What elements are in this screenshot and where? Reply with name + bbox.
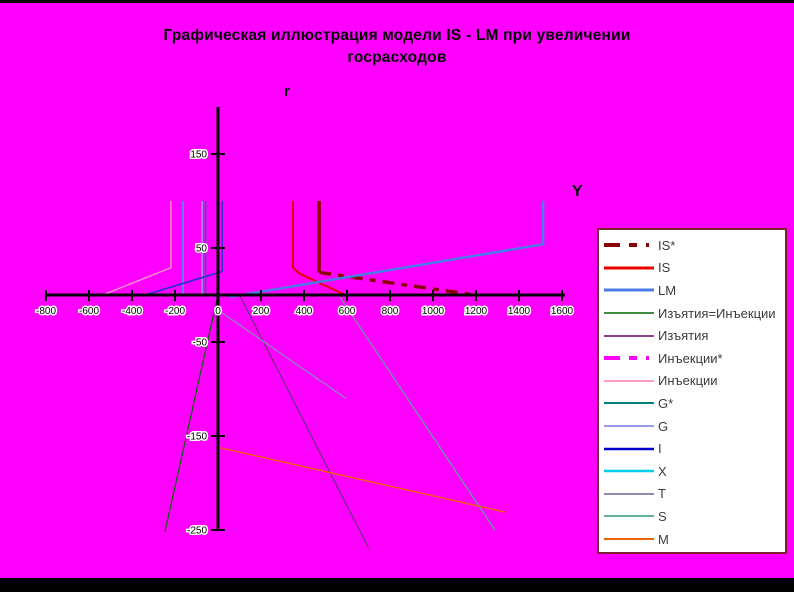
x-tick-label: -800 — [36, 306, 56, 317]
legend-item-leakages: Изъятия — [603, 324, 785, 347]
x-axis-label: Y — [572, 183, 583, 200]
legend-item-g-star: G* — [603, 392, 785, 415]
y-tick-label-halo: -50 — [193, 338, 208, 349]
series-lm — [229, 201, 545, 299]
series-s — [339, 296, 496, 531]
legend-item-lm: LM — [603, 279, 785, 302]
x-tick-label-halo: 1600 — [551, 306, 574, 317]
x-tick-label-halo: -800 — [36, 306, 56, 317]
legend-swatch-g — [604, 425, 654, 428]
legend-label-injections-star: Инъекции* — [658, 350, 723, 366]
legend-item-t: T — [603, 483, 785, 506]
x-tick-label: 0 — [215, 306, 221, 317]
x-tick-label: -400 — [122, 306, 142, 317]
y-tick-label-halo: -250 — [187, 526, 207, 537]
chart-title-line1: Графическая иллюстрация модели IS - LM п… — [163, 27, 631, 44]
series-injections — [104, 201, 172, 295]
series-is-star — [318, 270, 476, 297]
x-tick-label-halo: 1200 — [465, 306, 488, 317]
x-tick-label-halo: 400 — [296, 306, 313, 317]
legend-label-lm: LM — [658, 282, 677, 298]
y-tick-label-halo: 50 — [196, 244, 208, 255]
x-tick-label-halo: 0 — [215, 306, 221, 317]
legend-item-is: IS — [603, 257, 785, 280]
x-tick-label: 1000 — [422, 306, 445, 317]
series-leakages — [238, 294, 370, 549]
legend-label-i: I — [658, 441, 662, 457]
legend-swatch-is — [604, 266, 654, 270]
legend-swatch-i — [604, 447, 654, 450]
legend-item-s: S — [603, 505, 785, 528]
legend-item-g: G — [603, 415, 785, 438]
x-tick-label: -200 — [165, 306, 185, 317]
legend-item-i: I — [603, 437, 785, 460]
chart-title-line2: госрасходов — [347, 49, 447, 66]
legend-label-m: M — [658, 531, 669, 547]
legend-swatch-injections-star — [604, 356, 654, 361]
series-leakages-injections — [164, 294, 219, 533]
legend-swatch-x — [604, 469, 654, 473]
legend-swatch-g-star — [604, 402, 654, 405]
series-m — [217, 446, 506, 513]
legend-item-leakages-injections: Изъятия=Инъекции — [603, 302, 785, 325]
legend-label-leakages-injections: Изъятия=Инъекции — [658, 305, 776, 321]
chart-title: Графическая иллюстрация модели IS - LM п… — [0, 25, 794, 69]
x-tick-label: 200 — [253, 306, 270, 317]
y-tick-label: -50 — [193, 338, 208, 349]
x-tick-label-halo: -200 — [165, 306, 185, 317]
series-is — [292, 201, 348, 297]
series-i — [144, 201, 223, 296]
legend-swatch-leakages-injections — [604, 312, 654, 314]
x-tick-label: 800 — [382, 306, 399, 317]
x-tick-label: 1400 — [508, 306, 531, 317]
series-t — [221, 312, 347, 399]
legend-swatch-m — [604, 538, 654, 541]
y-axis-label: r — [284, 83, 290, 100]
legend-item-injections: Инъекции — [603, 370, 785, 393]
x-tick-label-halo: 1000 — [422, 306, 445, 317]
legend-label-is: IS — [658, 260, 671, 276]
x-tick-label: 1200 — [465, 306, 488, 317]
legend-label-g: G — [658, 418, 669, 434]
legend-swatch-is-star — [604, 243, 654, 248]
bottom-border — [0, 578, 794, 592]
legend-swatch-injections — [604, 379, 654, 382]
legend-item-x: X — [603, 460, 785, 483]
legend-label-g-star: G* — [658, 395, 674, 411]
x-tick-label-halo: 800 — [382, 306, 399, 317]
x-tick-label: 1600 — [551, 306, 574, 317]
top-border — [0, 0, 794, 3]
legend-swatch-s — [604, 515, 654, 518]
y-tick-label: 50 — [196, 244, 208, 255]
legend-label-injections: Инъекции — [658, 373, 718, 389]
x-tick-label: -600 — [79, 306, 99, 317]
x-tick-label-halo: -400 — [122, 306, 142, 317]
x-tick-label-halo: 200 — [253, 306, 270, 317]
legend-swatch-t — [604, 493, 654, 495]
legend-label-is-star: IS* — [658, 237, 676, 253]
legend-swatch-lm — [604, 288, 654, 292]
legend-swatch-leakages — [604, 334, 654, 337]
x-tick-label: 400 — [296, 306, 313, 317]
legend-item-is-star: IS* — [603, 234, 785, 257]
x-tick-label-halo: -600 — [79, 306, 99, 317]
y-tick-label: 150 — [190, 150, 207, 161]
y-tick-label-halo: 150 — [190, 150, 207, 161]
legend-item-m: M — [603, 528, 785, 551]
legend-label-x: X — [658, 463, 667, 479]
y-tick-label: -250 — [187, 526, 207, 537]
legend: IS* IS LM Изъятия=Инъекции Изъятия Инъекции* И… — [597, 228, 787, 554]
legend-label-leakages: Изъятия — [658, 328, 709, 344]
legend-label-t: T — [658, 486, 666, 502]
y-tick-label-halo: -150 — [187, 432, 207, 443]
x-tick-label-halo: 600 — [339, 306, 356, 317]
y-tick-label: -150 — [187, 432, 207, 443]
x-tick-label-halo: 1400 — [508, 306, 531, 317]
legend-label-s: S — [658, 508, 667, 524]
x-tick-label: 600 — [339, 306, 356, 317]
legend-item-injections-star: Инъекции* — [603, 347, 785, 370]
